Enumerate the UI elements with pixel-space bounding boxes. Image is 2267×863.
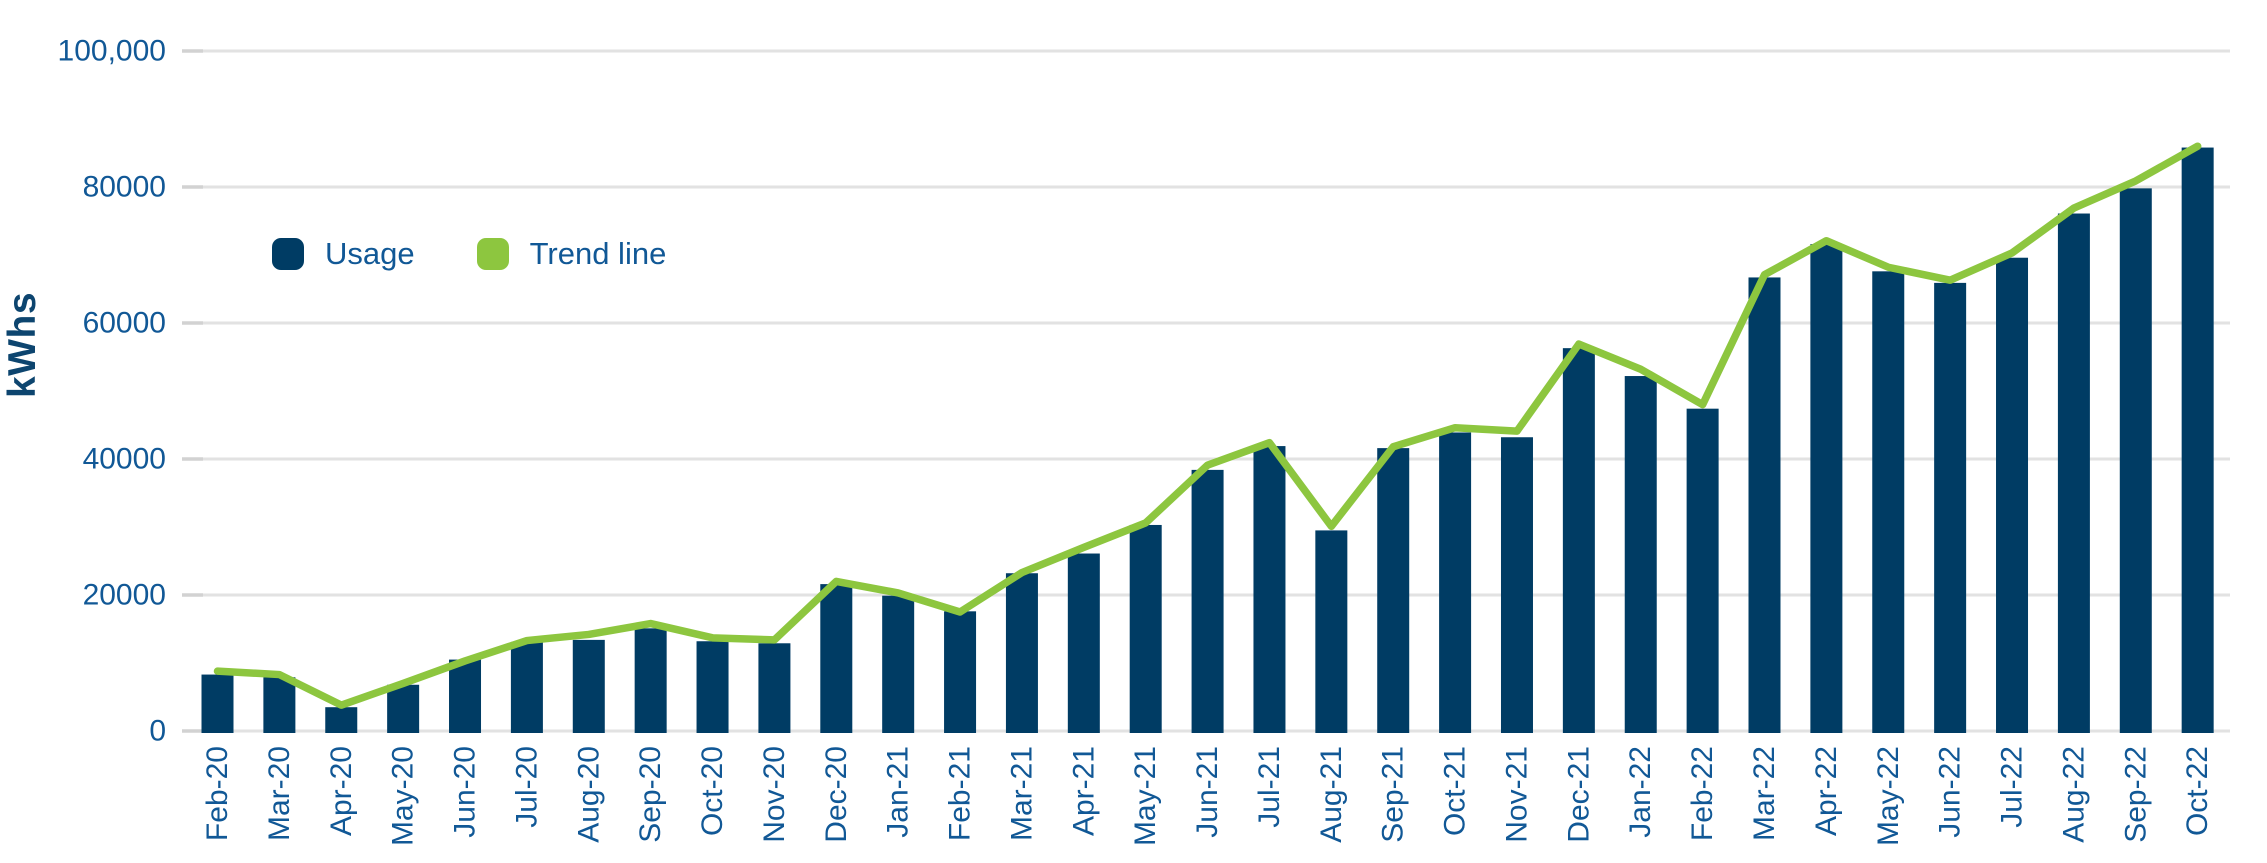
x-axis-label: Sep-20 (634, 746, 667, 843)
x-axis-label: Jun-22 (1934, 746, 1967, 838)
x-axis-label: Mar-20 (263, 746, 296, 841)
usage-bar (1191, 469, 1224, 733)
usage-bar (2057, 213, 2090, 733)
x-axis-label: Aug-20 (572, 746, 605, 843)
usage-bars (201, 147, 2214, 734)
x-axis-label: Nov-20 (758, 746, 791, 843)
usage-bar (572, 639, 605, 733)
usage-bar (1129, 524, 1162, 733)
usage-bar (1005, 573, 1038, 733)
x-axis-label: Jun-20 (449, 746, 482, 838)
x-axis-label: Jan-21 (882, 746, 915, 838)
y-axis-tick-label: 20000 (83, 579, 166, 612)
usage-bar (2181, 147, 2214, 733)
y-axis-tick-label: 40000 (83, 443, 166, 476)
x-axis-label: May-22 (1872, 746, 1905, 846)
usage-bar (1934, 282, 1967, 733)
usage-bar (1810, 244, 1843, 733)
x-axis-label: May-21 (1129, 746, 1162, 846)
x-axis-label: Jun-21 (1191, 746, 1224, 838)
x-axis-label: Nov-21 (1500, 746, 1533, 843)
x-axis-label: Feb-21 (944, 746, 977, 841)
x-axis-label: Aug-21 (1315, 746, 1348, 843)
usage-bar (1748, 277, 1781, 733)
usage-bar (449, 659, 482, 733)
chart-legend: Usage Trend line (272, 236, 666, 272)
usage-bar (1996, 257, 2029, 733)
x-axis-label: Mar-21 (1005, 746, 1038, 841)
legend-label-usage: Usage (325, 236, 415, 271)
x-axis-label: Oct-20 (696, 746, 729, 836)
x-axis-label: Jul-22 (1996, 746, 2029, 828)
legend-label-trend-line: Trend line (529, 236, 667, 271)
usage-bar (944, 611, 977, 733)
x-axis-label: Feb-22 (1686, 746, 1719, 841)
x-axis-label: Dec-20 (820, 746, 853, 843)
usage-bar (1315, 530, 1348, 733)
x-axis-labels: Feb-20 Mar-20 Apr-20 May-20 Jun-20 Jul-20 Aug-… (201, 746, 2214, 846)
x-axis-label: Jul-20 (510, 746, 543, 828)
y-axis-tick-label: 0 (149, 715, 166, 748)
legend-item-trend-line: Trend line (476, 236, 667, 272)
usage-bar (1377, 448, 1410, 733)
usage-bar (510, 641, 543, 733)
x-axis-label: Apr-21 (1067, 746, 1100, 836)
usage-bar (696, 641, 729, 733)
x-axis-label: Apr-22 (1810, 746, 1843, 836)
x-axis-label: Feb-20 (201, 746, 234, 841)
x-axis-label: Apr-20 (325, 746, 358, 836)
x-axis-label: Jul-21 (1253, 746, 1286, 828)
usage-bar (882, 595, 915, 733)
usage-swatch-icon (272, 238, 304, 270)
x-axis-label: Dec-21 (1562, 746, 1595, 843)
usage-bar (1500, 437, 1533, 733)
usage-bar (387, 684, 420, 733)
usage-bar (325, 707, 358, 733)
x-axis-label: Oct-22 (2181, 746, 2214, 836)
legend-item-usage: Usage (272, 236, 415, 272)
x-axis-label: Jan-22 (1624, 746, 1657, 838)
usage-bar (758, 643, 791, 733)
usage-bar (1439, 432, 1472, 733)
usage-bar (263, 677, 296, 733)
usage-bar (1686, 408, 1719, 733)
usage-bar (1253, 446, 1286, 733)
x-axis-label: May-20 (387, 746, 420, 846)
x-axis-label: Aug-22 (2057, 746, 2090, 843)
usage-bar (1562, 348, 1595, 733)
usage-bar (820, 584, 853, 733)
trend-line-swatch-icon (476, 238, 509, 270)
y-axis-tick-label: 60000 (83, 307, 166, 340)
usage-bar (1067, 553, 1100, 733)
usage-bar (634, 628, 667, 733)
x-axis-label: Sep-21 (1377, 746, 1410, 843)
x-axis-label: Sep-22 (2119, 746, 2152, 843)
x-axis-label: Oct-21 (1439, 746, 1472, 836)
trend-line (213, 142, 2202, 709)
usage-bar (1872, 271, 1905, 733)
usage-bar (2119, 188, 2152, 734)
y-axis-tick-label: 100,000 (58, 35, 166, 68)
x-axis-label: Mar-22 (1748, 746, 1781, 841)
usage-bar (201, 674, 234, 733)
usage-bar (1624, 376, 1657, 733)
y-axis-tick-label: 80000 (83, 171, 166, 204)
